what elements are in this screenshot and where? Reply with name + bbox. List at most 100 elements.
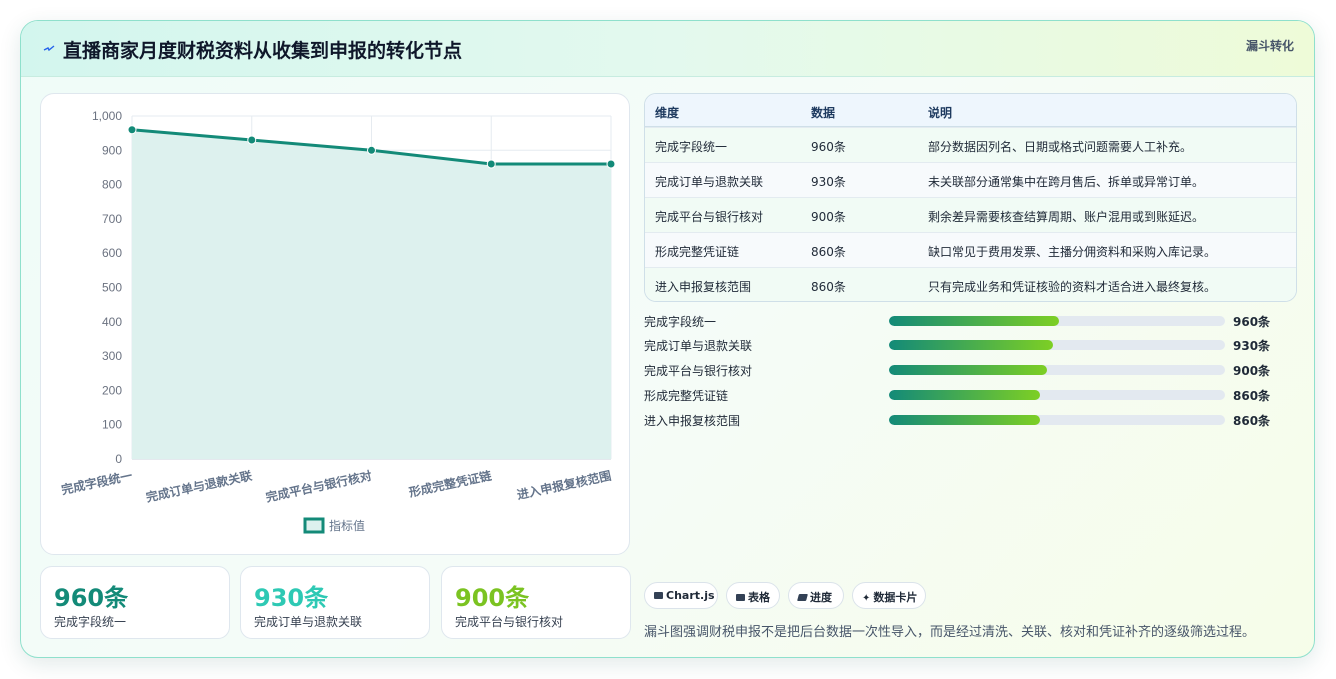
table-cell: 形成完整凭证链 <box>655 245 740 259</box>
table-cell: 完成字段统一 <box>655 140 728 154</box>
progress-label: 完成订单与退款关联 <box>644 339 753 353</box>
y-tick-label: 800 <box>102 178 122 192</box>
progress-row: 进入申报复核范围 860条 <box>644 411 1304 429</box>
table-cell: 完成平台与银行核对 <box>655 210 764 224</box>
x-tick-label: 形成完整凭证链 <box>407 467 493 499</box>
data-point <box>486 159 496 169</box>
category-tag: 漏斗转化 <box>1245 39 1294 53</box>
progress-value: 860条 <box>1233 414 1271 428</box>
card-header: 直播商家月度财税资料从收集到申报的转化节点 漏斗转化 <box>21 21 1314 77</box>
pill-table[interactable]: 表格 <box>726 582 780 609</box>
table-row: 完成字段统一 960条 部分数据因列名、日期或格式问题需要人工补充。 <box>645 127 1296 162</box>
pill-label: 进度 <box>810 591 832 604</box>
pill-label: 表格 <box>748 591 770 604</box>
stat-label: 完成字段统一 <box>54 615 127 629</box>
table-header-row: 维度 数据 说明 <box>645 94 1296 127</box>
data-point <box>367 145 376 155</box>
stat-value: 900条 <box>455 584 530 612</box>
table-cell: 缺口常见于费用发票、主播分佣资料和采购入库记录。 <box>928 245 1217 259</box>
chart-icon <box>654 592 663 599</box>
progress-fill <box>889 390 1041 400</box>
sparkle-icon: ✦ <box>862 593 871 604</box>
pill-chartjs[interactable]: Chart.js <box>644 582 718 609</box>
progress-row: 完成平台与银行核对 900条 <box>644 361 1304 379</box>
table-header-cell: 说明 <box>928 106 953 120</box>
progress-fill <box>889 340 1053 350</box>
progress-track <box>889 340 1225 350</box>
stat-card-1: 960条 完成字段统一 <box>40 566 230 639</box>
table-cell: 930条 <box>811 175 846 189</box>
progress-label: 进入申报复核范围 <box>644 414 741 428</box>
y-tick-label: 100 <box>102 418 122 432</box>
page-title: 直播商家月度财税资料从收集到申报的转化节点 <box>63 40 463 62</box>
progress-value: 930条 <box>1233 339 1271 353</box>
pill-label: Chart.js <box>666 589 715 602</box>
table-cell: 完成订单与退款关联 <box>655 175 764 189</box>
table-icon <box>736 594 745 601</box>
table-cell: 未关联部分通常集中在跨月售后、拆单或异常订单。 <box>928 175 1205 189</box>
table-cell: 进入申报复核范围 <box>655 280 752 294</box>
table-cell: 剩余差异需要核查结算周期、账户混用或到账延迟。 <box>928 210 1205 224</box>
x-tick-label: 完成订单与退款关联 <box>144 468 253 505</box>
progress-fill <box>889 415 1041 425</box>
stat-card-2: 930条 完成订单与退款关联 <box>240 566 430 639</box>
table-cell: 只有完成业务和凭证核验的资料才适合进入最终复核。 <box>928 280 1217 294</box>
pill-progress[interactable]: 进度 <box>788 582 844 609</box>
y-tick-label: 700 <box>102 212 122 226</box>
y-tick-label: 300 <box>102 349 122 363</box>
progress-value: 960条 <box>1233 315 1271 329</box>
table-cell: 900条 <box>811 210 846 224</box>
y-tick-label: 1,000 <box>92 109 122 123</box>
table-cell: 860条 <box>811 280 846 294</box>
progress-track <box>889 390 1225 400</box>
progress-label: 完成平台与银行核对 <box>644 364 753 378</box>
table-row: 进入申报复核范围 860条 只有完成业务和凭证核验的资料才适合进入最终复核。 <box>645 267 1296 301</box>
chart-canvas: 01002003004005006007008009001,000完成字段统一完… <box>60 109 616 534</box>
progress-track <box>889 316 1225 326</box>
y-tick-label: 0 <box>115 452 122 466</box>
data-point <box>127 125 137 135</box>
y-tick-label: 900 <box>102 143 122 157</box>
table-cell: 860条 <box>811 245 846 259</box>
progress-label: 完成字段统一 <box>644 315 717 329</box>
stat-label: 完成订单与退款关联 <box>254 615 363 629</box>
progress-fill <box>889 316 1059 326</box>
series-area <box>132 129 611 459</box>
table-cell: 部分数据因列名、日期或格式问题需要人工补充。 <box>928 140 1193 154</box>
table-row: 形成完整凭证链 860条 缺口常见于费用发票、主播分佣资料和采购入库记录。 <box>645 232 1296 267</box>
pill-data-card[interactable]: ✦ 数据卡片 <box>852 582 926 609</box>
table-cell: 960条 <box>811 140 846 154</box>
data-point <box>247 135 257 145</box>
progress-value: 900条 <box>1233 364 1271 378</box>
progress-value: 860条 <box>1233 389 1271 403</box>
y-tick-label: 400 <box>102 315 122 329</box>
legend-swatch <box>303 517 325 534</box>
progress-fill <box>889 365 1047 375</box>
data-point <box>606 159 616 169</box>
x-tick-label: 完成平台与银行核对 <box>264 468 373 505</box>
data-table: 维度 数据 说明 完成字段统一 960条 部分数据因列名、日期或格式问题需要人工… <box>644 93 1297 302</box>
table-row: 完成订单与退款关联 930条 未关联部分通常集中在跨月售后、拆单或异常订单。 <box>645 162 1296 197</box>
y-tick-label: 500 <box>102 281 122 295</box>
pill-label: 数据卡片 <box>873 591 918 604</box>
stat-label: 完成平台与银行核对 <box>455 615 564 629</box>
y-tick-label: 200 <box>102 383 122 397</box>
progress-track <box>889 415 1225 425</box>
stat-card-3: 900条 完成平台与银行核对 <box>441 566 631 639</box>
table-row: 完成平台与银行核对 900条 剩余差异需要核查结算周期、账户混用或到账延迟。 <box>645 197 1296 232</box>
progress-icon <box>797 594 808 601</box>
progress-track <box>889 365 1225 375</box>
stat-value: 930条 <box>254 584 329 612</box>
progress-row: 完成字段统一 960条 <box>644 312 1304 330</box>
footnote: 漏斗图强调财税申报不是把后台数据一次性导入，而是经过清洗、关联、核对和凭证补齐的… <box>644 625 1256 640</box>
x-tick-label: 进入申报复核范围 <box>515 468 612 503</box>
progress-row: 完成订单与退款关联 930条 <box>644 336 1304 354</box>
progress-label: 形成完整凭证链 <box>644 389 729 403</box>
spark-icon <box>43 45 55 52</box>
line-chart: 0 100 200 300 400 500 600 700 800 900 1,000 完成字段统一完… <box>40 93 630 555</box>
x-tick-label: 完成字段统一 <box>60 468 134 498</box>
stat-value: 960条 <box>54 584 129 612</box>
progress-row: 形成完整凭证链 860条 <box>644 386 1304 404</box>
y-tick-label: 600 <box>102 246 122 260</box>
table-header-cell: 数据 <box>811 106 836 120</box>
